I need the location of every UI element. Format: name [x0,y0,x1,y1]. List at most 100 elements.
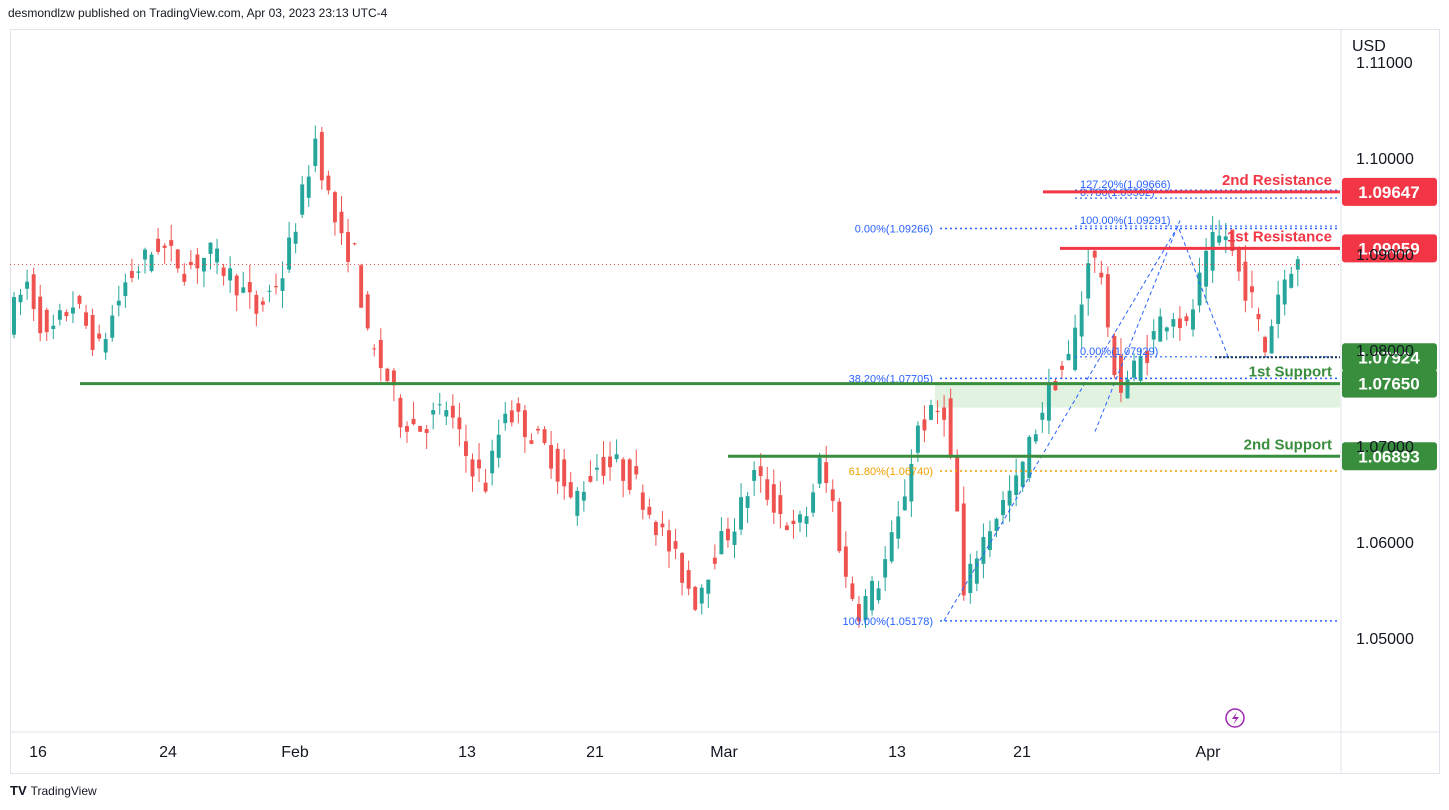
candle-body [84,312,89,326]
candle-body [784,525,789,531]
candle-body [987,531,992,550]
candle-body [909,463,914,502]
candle-body [824,462,829,484]
fib-swing-line [943,225,1229,621]
candle-body [64,312,69,317]
support-zone [935,383,1340,408]
candle-body [326,175,331,191]
candle-body [274,286,278,288]
candle-body [621,459,626,481]
candle-body [444,410,449,417]
candle-body [1099,272,1104,278]
candle-body [876,588,881,601]
brand-label: TradingView [30,783,97,798]
candle-body [614,454,619,460]
candle-body [1184,316,1189,322]
candle-body [647,506,652,515]
x-tick-label: 13 [888,744,906,761]
candle-body [1118,355,1123,393]
candle-body [929,405,933,420]
candle-body [378,339,383,369]
candle-body [352,243,357,245]
candle-body [706,579,711,594]
candle-body [70,307,75,314]
candle-body [1066,354,1071,361]
candle-body [1073,327,1078,370]
candle-body [1001,499,1006,516]
candle-body [653,521,658,536]
y-tick-label: 1.09000 [1356,247,1414,264]
support-zone-box [935,383,1340,408]
candle-body [568,482,573,498]
candle-body [955,456,960,512]
annotations: 0.00%(1.09266)38.20%(1.07705)61.80%(1.06… [10,172,1437,728]
candle-body [1263,337,1268,353]
candle-body [712,557,717,564]
candle-body [418,425,423,432]
candle-body [57,310,62,320]
candle-body [306,176,311,198]
candle-body [608,456,613,468]
candle-body [673,541,678,549]
price-badge-label: 1.07924 [1358,348,1420,367]
level-name-label: 2nd Support [1244,436,1332,453]
candle-body [332,192,337,223]
candle-body [450,405,455,418]
y-tick-label: 1.07000 [1356,439,1414,456]
candle-body [1151,331,1156,340]
candle-body [693,586,698,610]
candle-body [686,570,691,589]
candle-body [365,294,370,329]
candle-body [509,410,514,423]
time-axis[interactable]: 16 24 Feb 13 21 Mar 13 21 Apr [29,744,1221,761]
publish-info: desmondlzw published on TradingView.com,… [8,6,388,20]
candle-body [843,546,848,577]
candle-body [300,184,305,215]
price-badge [1342,177,1437,206]
candle-body [503,413,508,424]
candle-body [1132,360,1137,378]
candle-body [313,138,318,166]
candle-body [169,240,174,246]
candle-body [791,520,796,525]
candle-body [411,418,416,425]
candle-body [280,278,285,291]
candle-body [562,459,567,487]
price-badge [1342,234,1437,263]
price-badge-label: 1.09647 [1358,183,1419,202]
candle-body [477,459,482,469]
price-badge-label: 1.07650 [1358,375,1419,394]
candle-body [391,370,396,386]
candle-body [902,496,907,511]
fib-retracement-label: 100.00%(1.05178) [842,616,933,628]
fib-extension-label: 0.00%(1.07929) [1080,346,1158,358]
candle-body [994,518,999,531]
candle-body [660,523,665,528]
candle-body [1158,316,1163,342]
lightning-bolt-icon [1232,712,1239,725]
candle-body [1046,384,1051,421]
fib-retracement-label: 0.00%(1.09266) [855,223,933,235]
candle-body [228,268,233,281]
candle-body [195,254,200,269]
candle-body [594,467,599,470]
fib-retracement-label: 61.80%(1.06740) [849,466,933,478]
candle-body [778,495,783,515]
candle-body [915,425,920,453]
candle-body [522,410,527,438]
x-tick-label: 16 [29,744,47,761]
candle-body [156,238,161,252]
candle-body [319,132,324,181]
candle-body [31,274,36,309]
candle-body [896,516,901,539]
price-axis[interactable]: USD1.110001.100001.090001.080001.070001.… [10,30,1440,774]
chart-frame [10,29,1440,774]
candle-body [1007,490,1012,506]
candle-body [1256,313,1261,320]
candle-body [149,254,154,272]
candle-body [103,339,108,353]
candle-body [549,444,554,469]
candle-body [1223,236,1228,241]
candle-body [136,271,141,273]
